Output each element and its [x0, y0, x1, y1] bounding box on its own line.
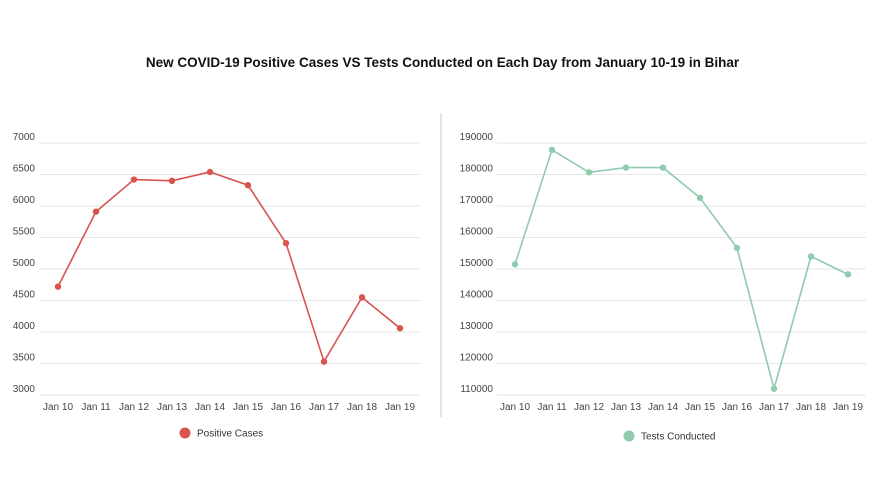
y-tick-label: 130000	[460, 321, 494, 332]
series-line	[514, 148, 849, 392]
data-point[interactable]	[696, 194, 704, 202]
x-tick-label: Jan 14	[195, 402, 225, 413]
data-point[interactable]	[659, 164, 667, 171]
x-tick-label: Jan 16	[722, 402, 752, 413]
y-tick-label: 170000	[460, 195, 494, 206]
data-point[interactable]	[206, 168, 214, 176]
x-tick-label: Jan 15	[685, 402, 715, 413]
x-tick-label: Jan 19	[385, 402, 415, 413]
data-point[interactable]	[130, 176, 138, 183]
data-point[interactable]	[244, 182, 252, 189]
data-point[interactable]	[54, 283, 62, 290]
x-tick-label: Jan 15	[233, 402, 263, 413]
y-tick-label: 120000	[460, 353, 494, 364]
x-tick-label: Jan 12	[574, 402, 604, 413]
data-point[interactable]	[585, 169, 593, 176]
x-tick-label: Jan 12	[119, 402, 149, 413]
series-line	[57, 171, 401, 364]
x-tick-label: Jan 19	[833, 402, 863, 413]
data-point[interactable]	[807, 253, 815, 260]
y-tick-label: 150000	[460, 258, 494, 269]
x-tick-label: Jan 17	[759, 402, 789, 413]
y-tick-label: 6000	[13, 195, 36, 206]
data-point[interactable]	[770, 385, 778, 392]
y-tick-label: 4500	[13, 290, 36, 301]
x-tick-label: Jan 11	[537, 402, 567, 413]
y-tick-label: 110000	[460, 384, 493, 395]
data-point[interactable]	[168, 177, 176, 184]
legend-marker	[623, 430, 635, 442]
y-tick-label: 3500	[13, 353, 36, 364]
y-tick-label: 4000	[13, 321, 36, 332]
x-tick-label: Jan 14	[648, 402, 678, 413]
chart-title: New COVID-19 Positive Cases VS Tests Con…	[145, 55, 740, 70]
y-tick-label: 5000	[13, 258, 36, 269]
legend-marker	[179, 427, 191, 439]
y-tick-label: 140000	[460, 290, 494, 301]
y-tick-label: 7000	[13, 132, 36, 143]
data-point[interactable]	[320, 358, 328, 365]
data-point[interactable]	[282, 239, 290, 247]
data-point[interactable]	[396, 325, 404, 332]
x-tick-label: Jan 10	[500, 402, 530, 413]
x-tick-label: Jan 10	[43, 402, 73, 413]
y-tick-label: 180000	[460, 164, 494, 175]
y-tick-label: 3000	[13, 384, 36, 395]
x-tick-label: Jan 11	[81, 402, 111, 413]
data-point[interactable]	[358, 294, 366, 301]
data-point[interactable]	[733, 244, 741, 252]
data-point[interactable]	[92, 208, 100, 215]
y-tick-label: 6500	[13, 164, 36, 175]
data-point[interactable]	[511, 261, 519, 268]
data-point[interactable]	[622, 164, 630, 171]
y-tick-label: 190000	[460, 132, 494, 143]
y-tick-label: 5500	[13, 227, 36, 238]
legend-label: Tests Conducted	[641, 432, 716, 443]
x-tick-label: Jan 13	[611, 402, 641, 413]
data-point[interactable]	[548, 146, 556, 154]
x-tick-label: Jan 13	[157, 402, 187, 413]
x-tick-label: Jan 17	[309, 402, 339, 413]
x-tick-label: Jan 18	[796, 402, 826, 413]
data-point[interactable]	[844, 271, 852, 278]
x-tick-label: Jan 18	[347, 402, 377, 413]
y-tick-label: 160000	[460, 227, 494, 238]
legend-label: Positive Cases	[197, 429, 263, 440]
x-tick-label: Jan 16	[271, 402, 301, 413]
